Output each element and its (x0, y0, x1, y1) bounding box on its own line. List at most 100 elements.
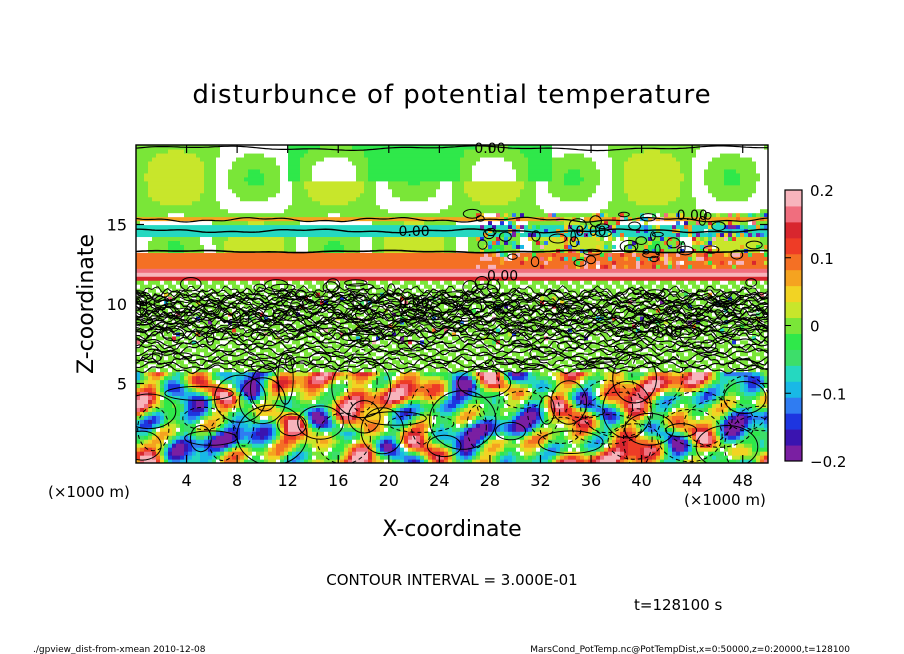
field-cell (216, 216, 221, 222)
field-cell (264, 156, 269, 162)
field-cell (360, 180, 365, 186)
field-cell (188, 244, 193, 249)
field-cell (168, 319, 173, 325)
field-cell (380, 431, 385, 436)
field-cell (268, 192, 273, 198)
field-cell (144, 443, 149, 448)
field-cell (216, 395, 221, 401)
field-cell (344, 431, 349, 436)
field-cell (148, 383, 153, 389)
field-cell (244, 371, 249, 377)
field-cell (288, 148, 293, 154)
field-cell (144, 264, 149, 269)
field-cell (252, 280, 257, 285)
field-cell (348, 355, 353, 361)
field-cell (368, 423, 373, 428)
field-cell (316, 168, 321, 174)
field-cell (340, 236, 345, 241)
field-cell (300, 176, 305, 182)
field-cell (256, 256, 261, 261)
field-cell (324, 208, 329, 214)
field-cell (324, 276, 329, 281)
field-cell (248, 391, 253, 397)
field-cell (348, 216, 353, 222)
field-cell (168, 272, 173, 277)
field-cell (172, 347, 177, 353)
field-cell (324, 260, 329, 265)
field-cell (304, 212, 309, 218)
field-cell (332, 145, 337, 150)
field-cell (240, 304, 245, 309)
field-cell (328, 351, 333, 357)
field-cell (248, 192, 253, 198)
field-cell (232, 156, 237, 162)
field-cell (320, 224, 325, 230)
field-cell (324, 156, 329, 162)
field-cell (328, 391, 333, 397)
field-cell (164, 307, 169, 313)
field-cell (268, 256, 273, 261)
field-cell (204, 276, 209, 281)
field-cell (168, 403, 173, 408)
field-cell (236, 371, 241, 377)
field-cell (336, 216, 341, 222)
field-cell (308, 347, 313, 353)
field-cell (328, 288, 333, 293)
field-cell (264, 208, 269, 214)
field-cell (324, 391, 329, 397)
field-cell (276, 451, 281, 456)
field-cell (160, 192, 165, 198)
field-cell (152, 411, 157, 416)
field-cell (164, 192, 169, 198)
field-cell (224, 164, 229, 170)
field-cell (324, 172, 329, 178)
field-cell (268, 180, 273, 186)
field-cell (340, 152, 345, 158)
field-cell (136, 423, 141, 428)
field-cell (312, 423, 317, 428)
field-cell (264, 439, 269, 444)
field-cell (296, 248, 301, 253)
field-cell (252, 387, 257, 393)
field-cell (376, 411, 381, 416)
field-cell (176, 212, 181, 218)
field-cell (280, 220, 285, 226)
field-cell (176, 419, 181, 424)
field-cell (228, 327, 233, 333)
field-cell (320, 411, 325, 416)
field-cell (300, 164, 305, 170)
field-cell (160, 359, 165, 365)
field-cell (340, 145, 345, 150)
field-cell (224, 276, 229, 281)
field-cell (324, 148, 329, 154)
field-cell (380, 244, 385, 249)
field-cell (248, 152, 253, 158)
field-cell (192, 371, 197, 377)
field-cell (152, 355, 157, 361)
field-cell (264, 184, 269, 190)
field-cell (136, 443, 141, 448)
field-cell (244, 204, 249, 210)
field-cell (172, 411, 177, 416)
field-cell (256, 383, 261, 389)
field-cell (224, 355, 229, 361)
field-cell (300, 407, 305, 412)
field-cell (244, 212, 249, 218)
field-cell (180, 395, 185, 401)
field-cell (188, 300, 193, 305)
field-cell (252, 180, 257, 186)
field-cell (268, 311, 273, 317)
field-cell (140, 395, 145, 401)
field-cell (272, 351, 277, 357)
field-cell (216, 220, 221, 226)
field-cell (332, 236, 337, 241)
field-cell (312, 145, 317, 150)
field-cell (240, 224, 245, 230)
field-cell (352, 367, 357, 373)
field-cell (268, 375, 273, 381)
field-cell (292, 439, 297, 444)
field-cell (212, 339, 217, 345)
field-cell (168, 148, 173, 154)
field-cell (152, 244, 157, 249)
field-cell (272, 407, 277, 412)
